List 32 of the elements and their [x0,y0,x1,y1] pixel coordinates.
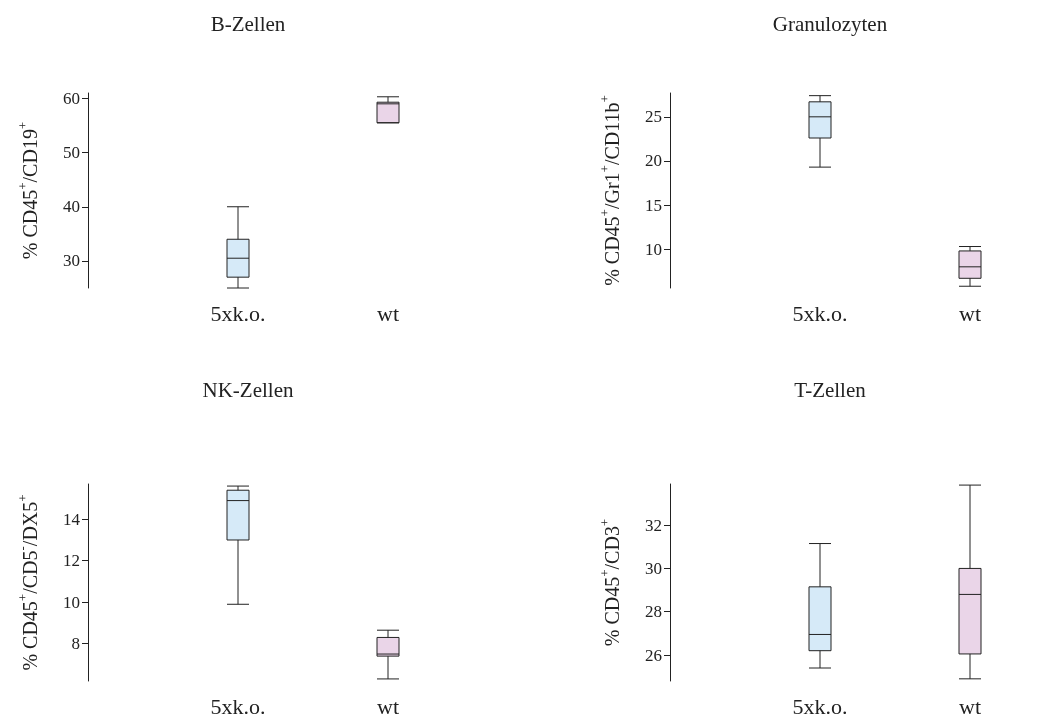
y-tick-label: 20 [645,151,662,171]
x-tick-label: 5xk.o. [210,693,266,719]
y-tick-label: 50 [63,143,80,163]
x-tick-label: wt [377,693,399,719]
chart-title: NK-Zellen [202,377,294,402]
y-tick-label: 10 [63,592,80,612]
y-tick-label: 40 [63,197,80,217]
x-tick-label: 5xk.o. [792,693,848,719]
x-tick-label: 5xk.o. [792,300,848,326]
x-tick-label: 5xk.o. [210,300,266,326]
x-tick-label: wt [959,693,981,719]
chart-title: Granulozyten [772,11,888,36]
y-axis-title: % CD45+/CD5-/DX5+ [15,494,41,671]
chart-title: T-Zellen [794,377,867,402]
y-axis-title: % CD45+/CD3+ [597,518,623,647]
y-tick-label: 12 [63,551,80,571]
y-tick-label: 14 [63,509,81,529]
y-tick-label: 60 [63,88,80,108]
y-tick-label: 28 [645,602,662,622]
y-tick-label: 32 [645,515,662,535]
y-tick-label: 10 [645,239,662,259]
y-tick-label: 8 [71,634,80,654]
chart-title: B-Zellen [210,11,286,36]
x-tick-label: wt [959,300,981,326]
y-axis-title: % CD45+/CD19+ [15,121,41,260]
x-tick-label: wt [377,300,399,326]
y-tick-label: 30 [63,251,80,271]
y-tick-label: 15 [645,195,662,215]
y-tick-label: 26 [645,645,662,665]
y-tick-label: 25 [645,107,662,127]
y-axis-title: % CD45+/Gr1+/CD11b+ [597,95,623,286]
y-tick-label: 30 [645,558,662,578]
